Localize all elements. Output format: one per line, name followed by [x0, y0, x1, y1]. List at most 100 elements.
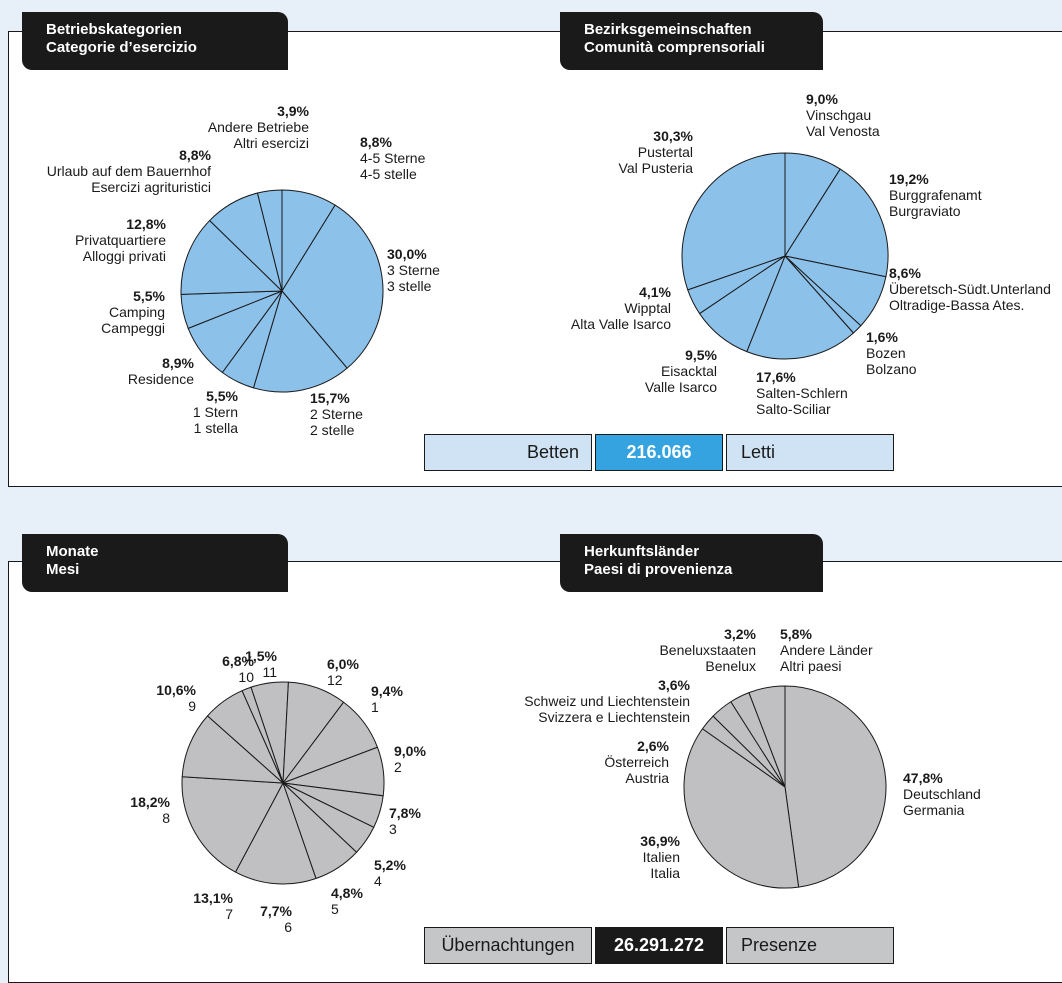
- slice-label: 30,3% Pustertal Val Pusteria: [619, 128, 694, 176]
- slice-name: Altri esercizi: [234, 135, 309, 151]
- slice-percent: 30,3%: [653, 128, 693, 144]
- tab-title-it: Comunità comprensoriali: [584, 39, 765, 56]
- stays-label-it: Presenze: [726, 927, 894, 964]
- pie-slice: [181, 776, 284, 873]
- slice-name: Wipptal: [624, 300, 671, 316]
- slice-label: 36,9% Italien Italia: [640, 833, 680, 881]
- slice-name: 12: [327, 672, 343, 688]
- slice-name: Deutschland: [903, 786, 981, 802]
- slice-percent: 8,8%: [360, 134, 392, 150]
- slice-name: 4-5 Sterne: [360, 150, 426, 166]
- slice-name: Campeggi: [101, 320, 165, 336]
- slice-label: 1,6% Bozen Bolzano: [866, 329, 917, 377]
- slice-name: 2 Sterne: [310, 406, 363, 422]
- slice-percent: 47,8%: [903, 770, 943, 786]
- slice-percent: 10,6%: [156, 682, 196, 698]
- pie-chart-3: 6,0% 129,4% 19,0% 27,8% 35,2% 44,8% 57,7% 613,1…: [130, 648, 426, 935]
- slice-name: Germania: [903, 802, 965, 818]
- tab-title-de: Bezirksgemeinschaften: [584, 21, 752, 38]
- slice-percent: 9,5%: [685, 347, 717, 363]
- pie-slice: [181, 715, 284, 784]
- tab-title-de: Betriebskategorien: [46, 21, 182, 38]
- tab-title-it: Mesi: [46, 561, 80, 578]
- tab-title-de: Monate: [46, 543, 99, 560]
- slice-name: 3: [389, 821, 397, 837]
- slice-name: 7: [225, 906, 233, 922]
- slice-name: 4-5 stelle: [360, 166, 417, 182]
- slice-name: 6: [284, 919, 292, 935]
- slice-label: 18,2% 8: [130, 794, 170, 826]
- slice-name: 2: [394, 759, 402, 775]
- tab-operating-categories: Betriebskategorien Categorie d’esercizio: [22, 12, 288, 70]
- slice-name: Burgraviato: [889, 203, 961, 219]
- tab-months: Monate Mesi: [22, 534, 288, 592]
- slice-percent: 17,6%: [756, 369, 796, 385]
- slice-percent: 6,8%: [222, 653, 254, 669]
- pie-slice: [746, 255, 854, 360]
- slice-percent: 6,0%: [327, 656, 359, 672]
- slice-name: 8: [162, 810, 170, 826]
- slice-label: 30,0% 3 Sterne 3 stelle: [387, 246, 440, 294]
- slice-label: 19,2% Burggrafenamt Burgraviato: [889, 171, 982, 219]
- slice-percent: 18,2%: [130, 794, 170, 810]
- stays-label-de: Übernachtungen: [424, 927, 592, 964]
- slice-name: Urlaub auf dem Bauernhof: [47, 163, 211, 179]
- slice-percent: 3,6%: [658, 677, 690, 693]
- slice-percent: 5,2%: [374, 857, 406, 873]
- slice-label: 4,8% 5: [331, 885, 363, 917]
- slice-name: Altri paesi: [780, 658, 841, 674]
- slice-name: Salto-Sciliar: [756, 401, 831, 417]
- slice-label: 9,4% 1: [371, 683, 403, 715]
- slice-name: Vinschgau: [806, 107, 871, 123]
- tab-title-de: Herkunftsländer: [584, 543, 700, 560]
- pie-slice: [784, 168, 889, 278]
- slice-percent: 8,9%: [162, 355, 194, 371]
- slice-name: Benelux: [705, 658, 756, 674]
- slice-name: Privatquartiere: [75, 232, 166, 248]
- beds-label-de: Betten: [424, 434, 592, 471]
- slice-label: 9,0% Vinschgau Val Venosta: [806, 91, 880, 139]
- slice-name: Bozen: [866, 345, 906, 361]
- slice-name: 1: [371, 699, 379, 715]
- slice-name: Residence: [128, 371, 194, 387]
- slice-name: Bolzano: [866, 361, 917, 377]
- slice-label: 4,1% Wipptal Alta Valle Isarco: [571, 284, 672, 332]
- slice-percent: 15,7%: [310, 390, 350, 406]
- beds-label-it: Letti: [726, 434, 894, 471]
- slice-name: 1 stella: [194, 420, 239, 436]
- slice-name: Oltradige-Bassa Ates.: [889, 297, 1024, 313]
- slice-label: 13,1% 7: [193, 890, 233, 922]
- slice-percent: 1,5%: [245, 648, 277, 664]
- slice-name: Schweiz und Liechtenstein: [524, 693, 690, 709]
- beds-total-value: 216.066: [595, 434, 723, 471]
- slice-label: 3,9% Andere Betriebe Altri esercizi: [208, 103, 310, 151]
- slice-percent: 3,9%: [277, 103, 309, 119]
- slice-percent: 9,0%: [806, 91, 838, 107]
- slice-name: Burggrafenamt: [889, 187, 982, 203]
- pie-slice: [748, 685, 786, 788]
- slice-percent: 9,0%: [394, 743, 426, 759]
- slice-name: 3 stelle: [387, 278, 432, 294]
- slice-percent: 3,2%: [724, 626, 756, 642]
- pie-chart-4: 47,8% Deutschland Germania 36,9% Italien Ital…: [524, 626, 981, 889]
- pie-slice: [683, 728, 800, 889]
- slice-name: Eisacktal: [661, 363, 717, 379]
- slice-percent: 7,8%: [389, 805, 421, 821]
- slice-name: Österreich: [604, 753, 669, 770]
- pie-slice: [256, 189, 283, 292]
- slice-name: Andere Betriebe: [208, 119, 309, 135]
- slice-percent: 5,8%: [780, 626, 812, 642]
- slice-name: 1 Stern: [193, 404, 238, 420]
- slice-label: 10,6% 9: [156, 682, 196, 714]
- slice-label: 6,0% 12: [327, 656, 359, 688]
- slice-name: Beneluxstaaten: [659, 642, 756, 658]
- slice-percent: 12,8%: [126, 216, 166, 232]
- pie-slice: [681, 152, 786, 291]
- slice-label: 9,5% Eisacktal Valle Isarco: [645, 347, 718, 395]
- pie-slice: [784, 685, 887, 888]
- slice-percent: 2,6%: [637, 738, 669, 754]
- tab-districts: Bezirksgemeinschaften Comunità comprenso…: [560, 12, 823, 70]
- slice-name: Italien: [643, 849, 680, 865]
